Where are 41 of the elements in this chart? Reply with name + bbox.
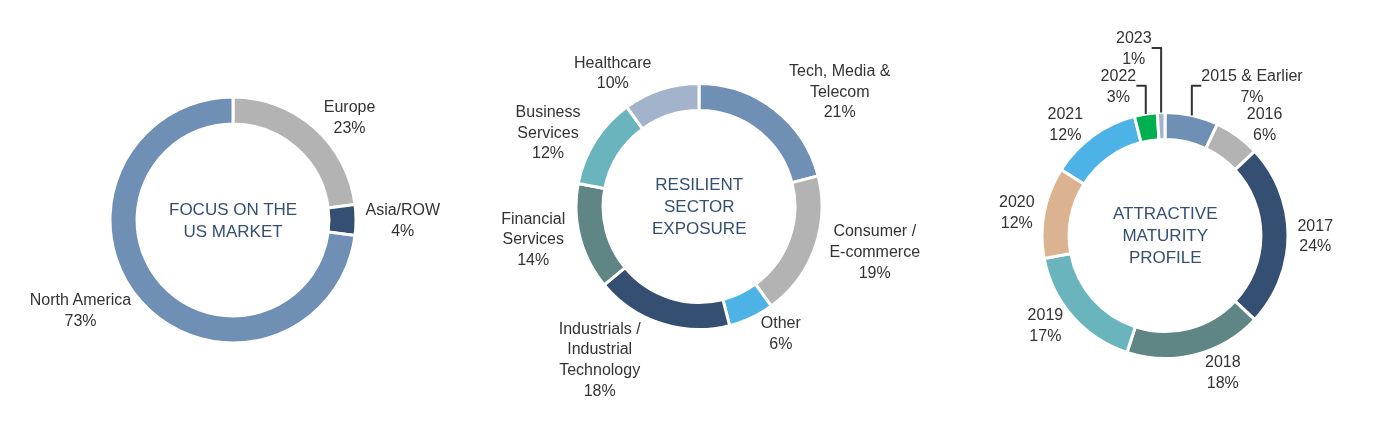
slice-label: Tech, Media & Telecom (789, 61, 891, 100)
slice-label: 2023 (1115, 29, 1152, 47)
data-label: 23% (333, 119, 366, 136)
slice-label: North America (29, 290, 132, 308)
slice-label: 2019 (1027, 306, 1064, 324)
slice-label: Industrials / Industrial Technology (558, 319, 642, 379)
slice-label: 2020 (999, 192, 1035, 210)
data-label: 12% (1000, 213, 1033, 231)
slice-label: 2022 (1100, 66, 1137, 84)
slice-label: 2016 (1246, 104, 1283, 122)
data-label: 3% (1106, 87, 1130, 105)
data-label: 21% (823, 103, 856, 121)
data-label: 24% (1299, 237, 1332, 255)
slice-label: 2017 (1297, 216, 1334, 234)
text: RESILIENT SECTOR EXPOSURE (652, 175, 747, 239)
text: FOCUS ON THE US MARKET (169, 200, 298, 242)
data-label: 73% (64, 311, 97, 329)
slice-label: Asia/ROW (365, 201, 442, 219)
data-label: 12% (532, 144, 565, 162)
data-label: 18% (1206, 374, 1239, 392)
text: ATTRACTIVE MATURITY PROFILE (1113, 204, 1218, 268)
slice-label: Business Services (515, 102, 581, 141)
data-label: 19% (858, 263, 891, 281)
slice-label: 2015 & Earlier (1201, 66, 1304, 84)
slice-label: 2018 (1205, 353, 1241, 371)
slice-label: Europe (323, 98, 376, 116)
data-label: 12% (1049, 125, 1082, 143)
data-label: 7% (1240, 87, 1264, 105)
slice-label: Healthcare (574, 53, 652, 71)
data-label: 18% (583, 382, 616, 400)
data-label: 14% (517, 251, 550, 269)
data-label: 1% (1122, 49, 1146, 67)
slice-label: Consumer / E-commerce (829, 222, 921, 261)
data-label: 10% (596, 74, 629, 92)
data-label: 4% (391, 221, 415, 239)
data-label: 17% (1029, 327, 1062, 345)
slice-label: Financial Services (501, 209, 566, 248)
data-label: 6% (1252, 125, 1277, 143)
data-label: 6% (769, 335, 793, 353)
slice-label: 2021 (1047, 104, 1084, 122)
slice-label: Other (760, 314, 802, 332)
